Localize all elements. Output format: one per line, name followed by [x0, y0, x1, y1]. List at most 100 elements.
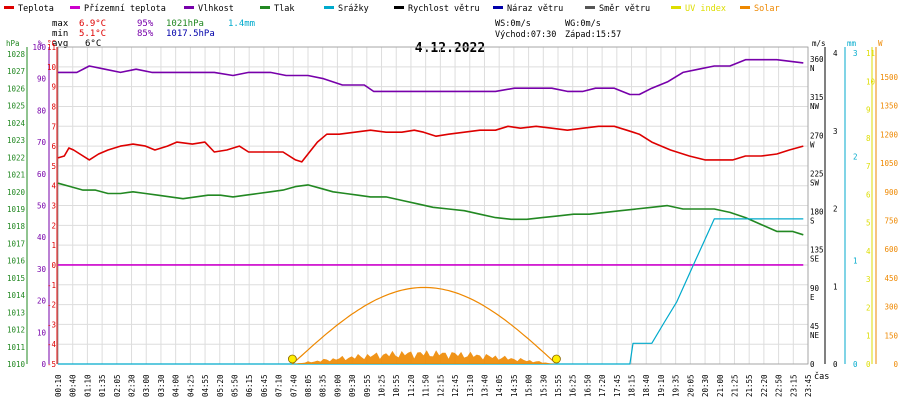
tick-label-pressure: 1014 — [7, 291, 26, 300]
tick-label-temperature: 3 — [51, 202, 56, 211]
x-tick-label: 21:00 — [716, 374, 725, 397]
tick-label-uv: 5 — [866, 219, 871, 228]
x-tick-label: 22:20 — [760, 374, 769, 397]
x-tick-label: 17:20 — [598, 374, 607, 397]
tick-label-temperature: -2 — [47, 301, 56, 310]
legend-label: Náraz větru — [507, 4, 563, 14]
x-tick-label: 07:10 — [275, 374, 284, 397]
x-axis-ticks: 00:10 00:40 01:10 01:35 02:05 02:30 03:00 03:30… — [54, 374, 813, 397]
tick-label-temperature: 1 — [51, 241, 56, 250]
tick-label-solar: 1200 — [880, 130, 899, 139]
tick-label-uv: 2 — [866, 303, 871, 312]
axis-unit-pressure: hPa — [6, 39, 20, 48]
legend-label: Přízemní teplota — [84, 4, 166, 14]
tick-label-uv: 4 — [866, 247, 871, 256]
x-tick-label: 15:30 — [539, 374, 548, 397]
tick-label-pressure: 1024 — [7, 119, 26, 128]
x-tick-label: 11:20 — [407, 374, 416, 397]
legend-label: Teplota — [18, 4, 54, 14]
tick-label-temperature: 0 — [51, 261, 56, 270]
x-tick-label: 03:30 — [157, 374, 166, 397]
tick-label-humidity: 60 — [37, 170, 47, 179]
tick-label-humidity: 0 — [41, 360, 46, 369]
tick-label-temperature: -1 — [47, 281, 56, 290]
tick-label-solar: 450 — [884, 274, 898, 283]
legend-label: Tlak — [274, 4, 294, 14]
tick-label-humidity: 10 — [37, 328, 47, 337]
tick-label-pressure: 1020 — [7, 188, 26, 197]
tick-label-wind-dir: 315 — [810, 93, 824, 102]
tick-label-pressure: 1015 — [7, 274, 25, 283]
tick-label-uv: 8 — [866, 134, 871, 143]
tick-label-humidity: 80 — [37, 106, 47, 115]
tick-label-uv: 1 — [866, 332, 871, 341]
x-tick-label: 11:50 — [422, 374, 431, 397]
tick-label-pressure: 1025 — [7, 102, 25, 111]
x-tick-label: 01:35 — [98, 374, 107, 397]
x-axis-label: čas — [814, 371, 829, 382]
tick-label-uv: 7 — [866, 162, 871, 171]
tick-label-pressure: 1027 — [7, 67, 25, 76]
stats-panel: max 6.9°C 95% 1021hPa 1.4mm min 5.1°C 85… — [52, 19, 621, 49]
tick-label-wind-dir: 135 — [810, 246, 824, 255]
x-tick-label: 04:55 — [201, 374, 210, 397]
x-tick-label: 02:05 — [113, 374, 122, 397]
tick-label-rain: 1 — [853, 256, 858, 265]
tick-label-wind-speed: 2 — [833, 205, 838, 214]
legend-swatch — [493, 6, 503, 9]
tick-label-rain: 3 — [853, 49, 858, 58]
x-tick-label: 05:50 — [230, 374, 239, 397]
x-tick-label: 20:30 — [701, 374, 710, 397]
legend-swatch — [394, 6, 404, 9]
tick-label-wind-dir-name: N — [810, 64, 815, 73]
tick-label-wind-dir-name: E — [810, 293, 815, 302]
tick-label-wind-dir-name: S — [810, 217, 815, 226]
tick-label-solar: 1500 — [880, 73, 899, 82]
series-line-rain — [58, 218, 804, 365]
tick-label-humidity: 30 — [37, 265, 47, 274]
tick-label-pressure: 1023 — [7, 136, 25, 145]
stats-max-rain: 1.4mm — [228, 19, 255, 29]
x-tick-label: 10:25 — [378, 374, 387, 397]
tick-label-solar: 750 — [884, 217, 898, 226]
tick-label-pressure: 1013 — [7, 308, 25, 317]
x-tick-label: 01:10 — [83, 374, 92, 397]
tick-label-temperature: 7 — [51, 122, 56, 131]
x-tick-label: 07:40 — [289, 374, 298, 397]
axis-unit-rain: mm — [847, 39, 857, 48]
tick-label-temperature: 8 — [51, 102, 56, 111]
axis-unit-solar: W — [878, 39, 883, 48]
legend-swatch — [184, 6, 194, 9]
tick-label-temperature: 4 — [51, 182, 56, 191]
sunset-marker — [552, 354, 561, 364]
tick-label-wind-dir: 360 — [810, 55, 824, 64]
x-tick-label: 05:20 — [216, 374, 225, 397]
x-tick-label: 06:45 — [260, 374, 269, 397]
x-tick-label: 13:40 — [480, 374, 489, 397]
x-tick-label: 16:50 — [583, 374, 592, 397]
stats-sunrise: Východ:07:30 — [495, 30, 556, 40]
tick-label-wind-speed: 0 — [833, 360, 838, 369]
tick-label-wind-dir-name: SE — [810, 255, 820, 264]
x-tick-label: 21:25 — [730, 374, 739, 397]
x-tick-label: 20:05 — [686, 374, 695, 397]
stats-sunset: Západ:15:57 — [565, 30, 621, 40]
tick-label-wind-speed: 4 — [833, 49, 838, 58]
tick-label-wind-dir: 225 — [810, 169, 824, 178]
tick-label-temperature: -3 — [47, 320, 56, 329]
legend-label: Vlhkost — [198, 4, 234, 14]
chart-title: 4.12.2022 — [415, 41, 485, 56]
tick-label-wind-dir-name: NW — [810, 102, 820, 111]
stats-wind-speed: WS:0m/s — [495, 19, 531, 29]
tick-label-solar: 600 — [884, 245, 898, 254]
series-line-pressure — [57, 182, 804, 236]
x-tick-label: 19:35 — [672, 374, 681, 397]
axis-unit-wind-speed: m/s — [812, 39, 826, 48]
stats-min-press: 1017.5hPa — [166, 29, 215, 39]
tick-label-temperature: -5 — [47, 360, 56, 369]
series-line-humidity — [58, 58, 804, 96]
x-tick-label: 09:00 — [333, 374, 342, 397]
tick-label-solar: 1350 — [880, 102, 899, 111]
stats-avg-temp: 6°C — [85, 39, 101, 49]
